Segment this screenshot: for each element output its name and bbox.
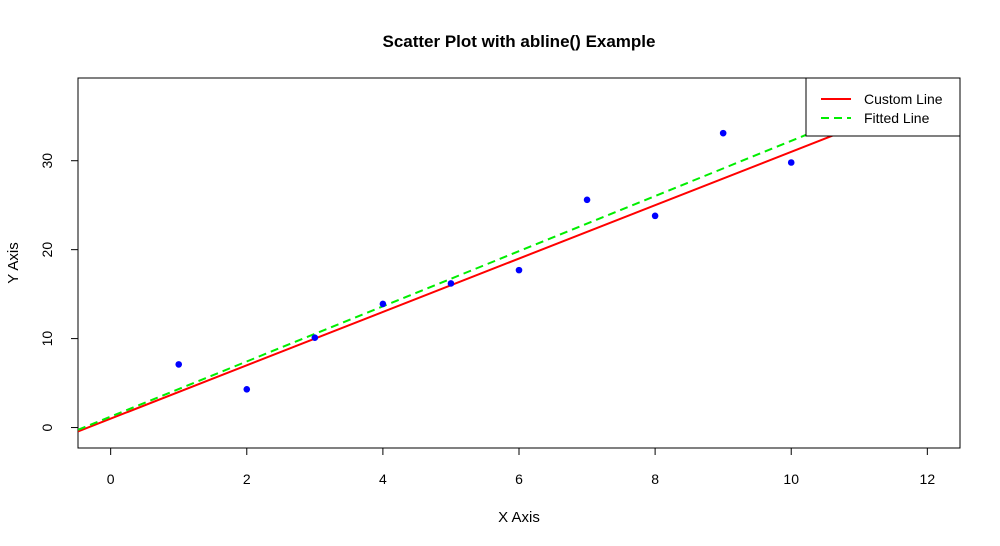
legend-box: [805, 77, 961, 137]
data-points: [175, 129, 795, 393]
custom-line: [78, 84, 960, 433]
legend: Custom Line Fitted Line: [805, 77, 961, 137]
data-point: [787, 159, 795, 166]
data-point: [719, 129, 727, 137]
y-axis-label: Y Axis: [5, 242, 22, 283]
data-point: [379, 300, 387, 308]
x-axis-label: X Axis: [498, 509, 540, 526]
x-tick-label: 2: [243, 471, 251, 487]
data-point: [243, 385, 251, 393]
x-tick-label: 12: [920, 471, 936, 487]
x-axis: 0 2 4 6 8 10 12: [107, 448, 936, 487]
legend-label: Custom Line: [864, 91, 943, 107]
x-tick-label: 0: [107, 471, 115, 487]
data-point: [515, 266, 523, 274]
data-point: [651, 212, 659, 220]
y-axis: 0 10 20 30: [39, 153, 78, 431]
y-tick-label: 20: [39, 242, 55, 258]
x-tick-label: 4: [379, 471, 387, 487]
data-point: [583, 196, 591, 204]
legend-label: Fitted Line: [864, 110, 930, 126]
data-point: [175, 361, 183, 368]
x-tick-label: 6: [515, 471, 523, 487]
data-point: [311, 334, 319, 342]
chart-title: Scatter Plot with abline() Example: [382, 32, 655, 51]
y-tick-label: 10: [39, 331, 55, 347]
x-tick-label: 10: [783, 471, 799, 487]
y-tick-label: 30: [39, 153, 55, 169]
y-tick-label: 0: [39, 423, 55, 431]
data-point: [447, 280, 455, 287]
x-tick-label: 8: [651, 471, 659, 487]
